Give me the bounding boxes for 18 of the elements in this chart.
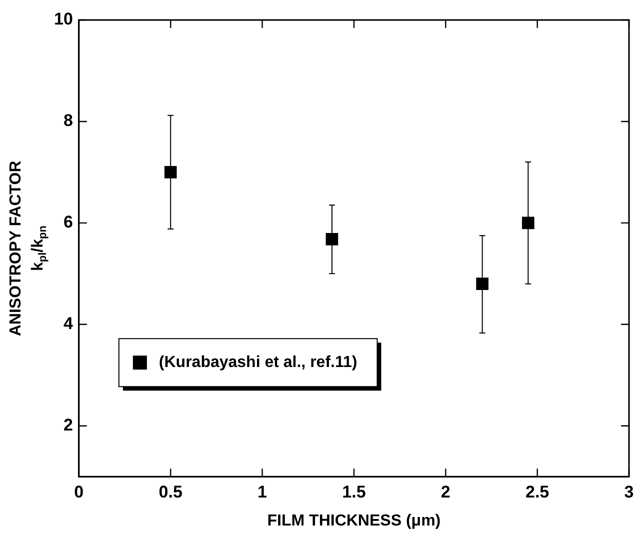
x-tick-label: 3 bbox=[624, 482, 634, 502]
x-tick-label: 0 bbox=[74, 482, 84, 502]
point bbox=[164, 166, 177, 178]
x-tick-label: 2.5 bbox=[526, 482, 550, 502]
point bbox=[476, 278, 488, 290]
x-tick-label: 2 bbox=[440, 482, 450, 502]
x-axis-title: FILM THICKNESS (μm) bbox=[267, 512, 441, 530]
y-tick-label: 8 bbox=[63, 111, 73, 130]
y-tick-label: 6 bbox=[63, 212, 73, 232]
point bbox=[326, 233, 338, 246]
point bbox=[522, 216, 534, 230]
y-tick-label: 10 bbox=[54, 10, 73, 29]
x-tick-label: 0.5 bbox=[158, 482, 182, 502]
y-tick-label: 2 bbox=[63, 416, 73, 435]
legend-label: (Kurabayashi et al., ref.11) bbox=[158, 354, 358, 372]
x-tick-label: 1.5 bbox=[342, 482, 366, 502]
y-tick-label: 4 bbox=[63, 314, 74, 334]
x-tick-label: 1 bbox=[258, 482, 268, 502]
